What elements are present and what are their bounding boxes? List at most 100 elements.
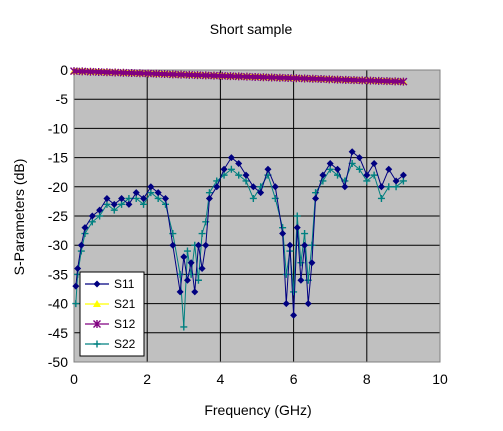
y-tick-label: -45 <box>48 325 68 341</box>
series-layer <box>70 67 408 331</box>
y-tick-label: -40 <box>48 296 68 312</box>
legend-box <box>79 271 145 357</box>
series-s12-point <box>160 70 169 79</box>
series-s12-point <box>382 77 391 86</box>
series-s22-point <box>363 177 371 185</box>
series-s12-point <box>185 70 194 79</box>
series-s11-point <box>297 276 305 284</box>
chart-title: Short sample <box>210 21 293 37</box>
series-s12-point <box>308 74 317 83</box>
series-s12-point <box>275 73 284 82</box>
series-s11-point <box>377 183 385 191</box>
y-tick-label: -50 <box>48 354 68 370</box>
series-s12-point <box>284 74 293 83</box>
series-s11-point <box>249 183 257 191</box>
series-s12-point <box>234 72 243 81</box>
series-s22-point <box>279 224 287 232</box>
series-s22-point <box>355 165 363 173</box>
series-s11-point <box>235 159 243 167</box>
series-s11-point <box>334 165 342 173</box>
series-s11-point <box>72 282 80 290</box>
series-s11-point <box>290 311 298 319</box>
series-s22-point <box>293 212 301 220</box>
series-s22-point <box>154 194 162 202</box>
series-s12-point <box>210 71 218 80</box>
series-s12-point <box>201 71 210 80</box>
series-s11-point <box>205 194 213 202</box>
legend-label-s21: S21 <box>114 297 136 311</box>
series-s22-point <box>370 171 378 179</box>
series-s22-point <box>77 247 85 255</box>
x-tick-label: 8 <box>363 371 371 387</box>
legend-marker-s12 <box>93 320 101 328</box>
series-s22-point <box>235 171 243 179</box>
series-s12-point <box>366 76 375 85</box>
series-s11-point <box>363 171 371 179</box>
y-axis-label: S-Parameters (dB) <box>11 159 27 276</box>
series-s11-point <box>279 230 287 238</box>
series-s22-point <box>183 247 191 255</box>
series-s22-point <box>392 183 400 191</box>
y-tick-label: -30 <box>48 237 68 253</box>
series-s22-point <box>110 206 118 214</box>
series-s12 <box>70 67 408 86</box>
series-s12-point <box>391 77 400 86</box>
series-s22-point <box>103 200 111 208</box>
series-s11-point <box>77 241 85 249</box>
series-s22-point <box>140 200 148 208</box>
series-s11-point <box>341 183 349 191</box>
series-s11-point <box>213 183 221 191</box>
series-s12-point <box>267 73 276 82</box>
series-s11-point <box>385 165 393 173</box>
series-s12-point <box>292 74 301 83</box>
series-s12-point <box>78 67 87 76</box>
series-s11-point <box>169 241 177 249</box>
series-s11-point <box>227 154 235 162</box>
legend: S11 S21 S12 S22 <box>79 271 145 357</box>
series-s22-point <box>132 194 140 202</box>
series-s11-point <box>103 194 111 202</box>
series-s22-point <box>88 218 96 226</box>
series-s12-point <box>119 68 128 77</box>
series-s22-point <box>81 230 89 238</box>
legend-entry-s12: S12 <box>85 317 136 331</box>
series-s22-point <box>72 300 80 308</box>
series-s11-point <box>301 241 309 249</box>
series-s22-point <box>282 270 290 278</box>
series-s11-point <box>96 206 104 214</box>
series-s11 <box>72 148 407 319</box>
series-s12-point <box>325 75 334 84</box>
x-tick-label: 6 <box>290 371 298 387</box>
series-s12-point <box>135 69 144 78</box>
series-s11-point <box>355 154 363 162</box>
series-s11-point <box>392 177 400 185</box>
series-s12-point <box>127 69 136 78</box>
series-s11-point <box>319 171 327 179</box>
legend-label-s11: S11 <box>114 277 135 291</box>
series-s12-point <box>242 72 251 81</box>
series-s22-point <box>301 230 309 238</box>
series-s22-point <box>242 177 250 185</box>
series-s11-point <box>399 171 407 179</box>
series-s22-point <box>96 212 104 220</box>
x-tick-label: 4 <box>217 371 225 387</box>
legend-marker-s21 <box>93 300 101 307</box>
y-tick-label: -20 <box>48 179 68 195</box>
series-s12-point <box>86 67 95 76</box>
series-s22-point <box>377 194 385 202</box>
legend-label-s22: S22 <box>114 337 136 351</box>
x-tick-labels: 0 2 4 6 8 10 <box>70 371 448 387</box>
legend-entry-s21: S21 <box>85 297 136 311</box>
series-s11-point <box>312 194 320 202</box>
series-s12-point <box>94 67 103 76</box>
series-s11-point <box>286 241 294 249</box>
y-tick-label: -10 <box>48 120 68 136</box>
plot-frame <box>73 69 441 363</box>
series-s12-point <box>144 69 153 78</box>
y-tick-label: -25 <box>48 208 68 224</box>
legend-marker-s22 <box>93 340 101 348</box>
series-s11-point <box>293 224 301 232</box>
series-s12-point <box>251 72 260 81</box>
series-s11-point <box>118 194 126 202</box>
series-s12-point <box>70 67 78 76</box>
